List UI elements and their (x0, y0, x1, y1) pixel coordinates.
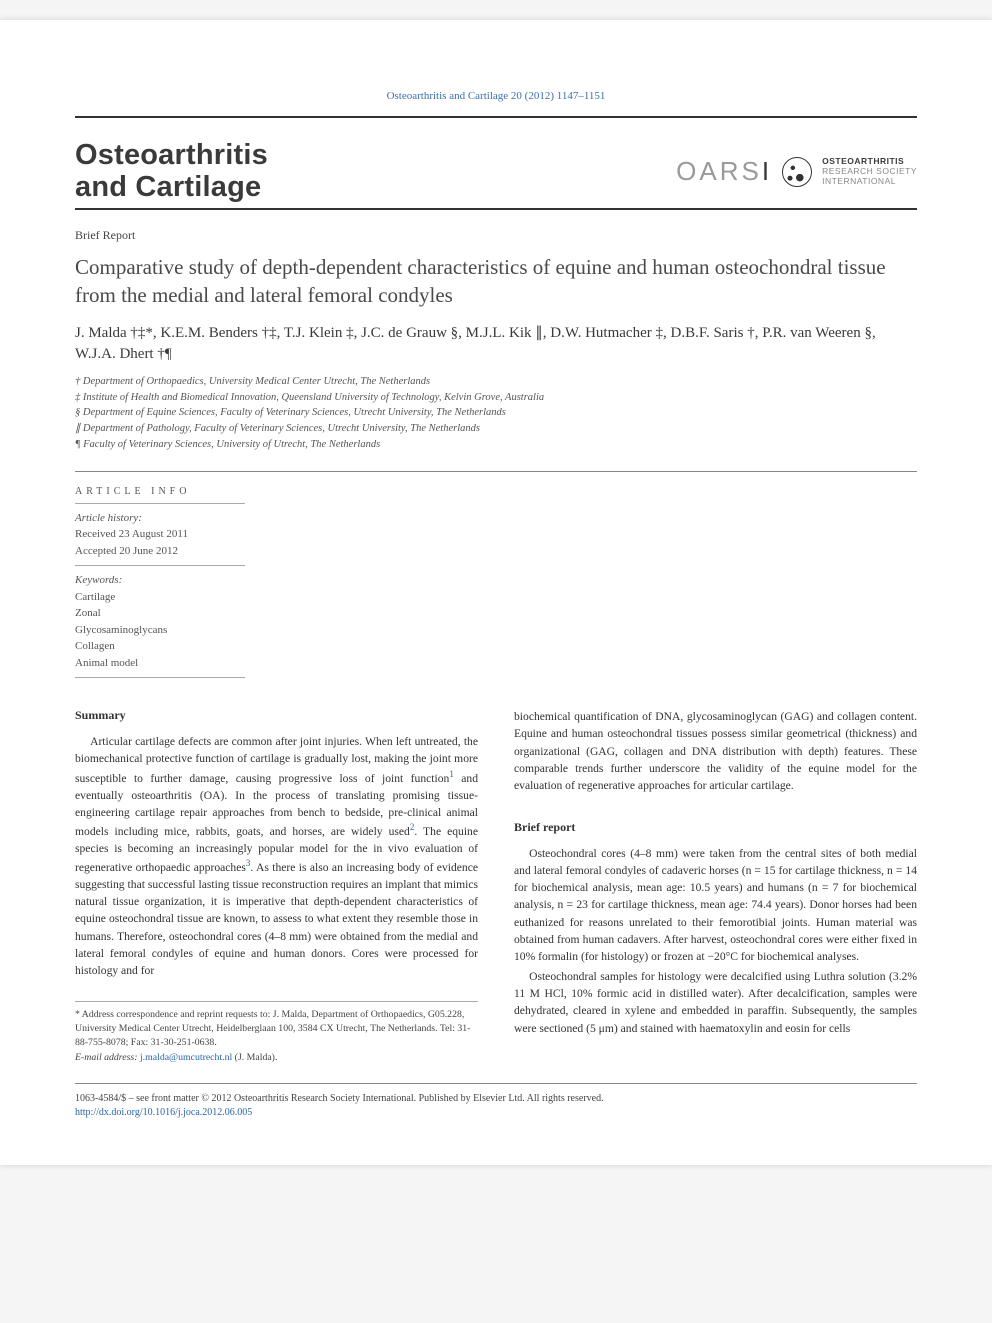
doi-link[interactable]: http://dx.doi.org/10.1016/j.joca.2012.06… (75, 1107, 252, 1118)
info-sep (75, 677, 245, 678)
info-sep (75, 503, 245, 504)
masthead: Osteoarthritis and Cartilage OARSI OSTEO… (75, 136, 917, 208)
oars-acronym: OARSI (676, 156, 772, 187)
affiliations: † Department of Orthopaedics, University… (75, 374, 917, 453)
article-title: Comparative study of depth-dependent cha… (75, 253, 917, 310)
correspondence-footnote: * Address correspondence and reprint req… (75, 1008, 478, 1051)
body-columns: Summary Articular cartilage defects are … (75, 708, 917, 1065)
email-link[interactable]: j.malda@umcutrecht.nl (140, 1052, 232, 1063)
affiliation: § Department of Equine Sciences, Faculty… (75, 405, 917, 421)
masthead-bottom-rule (75, 208, 917, 210)
affiliation: ‡ Institute of Health and Biomedical Inn… (75, 390, 917, 406)
author-list: J. Malda †‡*, K.E.M. Benders †‡, T.J. Kl… (75, 323, 917, 364)
article-info-header: ARTICLE INFO (75, 486, 355, 497)
article-history: Article history: Received 23 August 2011… (75, 510, 355, 560)
summary-continuation: biochemical quantification of DNA, glyco… (514, 708, 917, 794)
affiliation: † Department of Orthopaedics, University… (75, 374, 917, 390)
copyright-block: 1063-4584/$ – see front matter © 2012 Os… (75, 1083, 917, 1120)
left-column: Summary Articular cartilage defects are … (75, 708, 478, 1065)
right-column: biochemical quantification of DNA, glyco… (514, 708, 917, 1065)
affil-bottom-rule (75, 471, 917, 472)
oars-label-text: OSTEOARTHRITIS RESEARCH SOCIETY INTERNAT… (822, 157, 917, 186)
summary-heading: Summary (75, 708, 478, 723)
journal-name: Osteoarthritis and Cartilage (75, 140, 268, 204)
info-sep (75, 565, 245, 566)
summary-paragraph: Articular cartilage defects are common a… (75, 733, 478, 979)
affiliation: ∥ Department of Pathology, Faculty of Ve… (75, 421, 917, 437)
header-citation-link[interactable]: Osteoarthritis and Cartilage 20 (2012) 1… (75, 90, 917, 102)
footnotes: * Address correspondence and reprint req… (75, 1001, 478, 1065)
oars-logo: OARSI OSTEOARTHRITIS RESEARCH SOCIETY IN… (676, 156, 917, 187)
email-footnote: E-mail address: j.malda@umcutrecht.nl (J… (75, 1051, 478, 1065)
brief-report-heading: Brief report (514, 820, 917, 835)
top-rule (75, 116, 917, 118)
oars-label (782, 157, 812, 187)
globe-icon (782, 157, 812, 187)
brief-paragraph: Osteochondral cores (4–8 mm) were taken … (514, 845, 917, 965)
brief-paragraph: Osteochondral samples for histology were… (514, 968, 917, 1037)
article-info-block: ARTICLE INFO Article history: Received 2… (75, 486, 355, 679)
keywords-block: Keywords: Cartilage Zonal Glycosaminogly… (75, 572, 355, 671)
article-type: Brief Report (75, 228, 917, 243)
affiliation: ¶ Faculty of Veterinary Sciences, Univer… (75, 437, 917, 453)
